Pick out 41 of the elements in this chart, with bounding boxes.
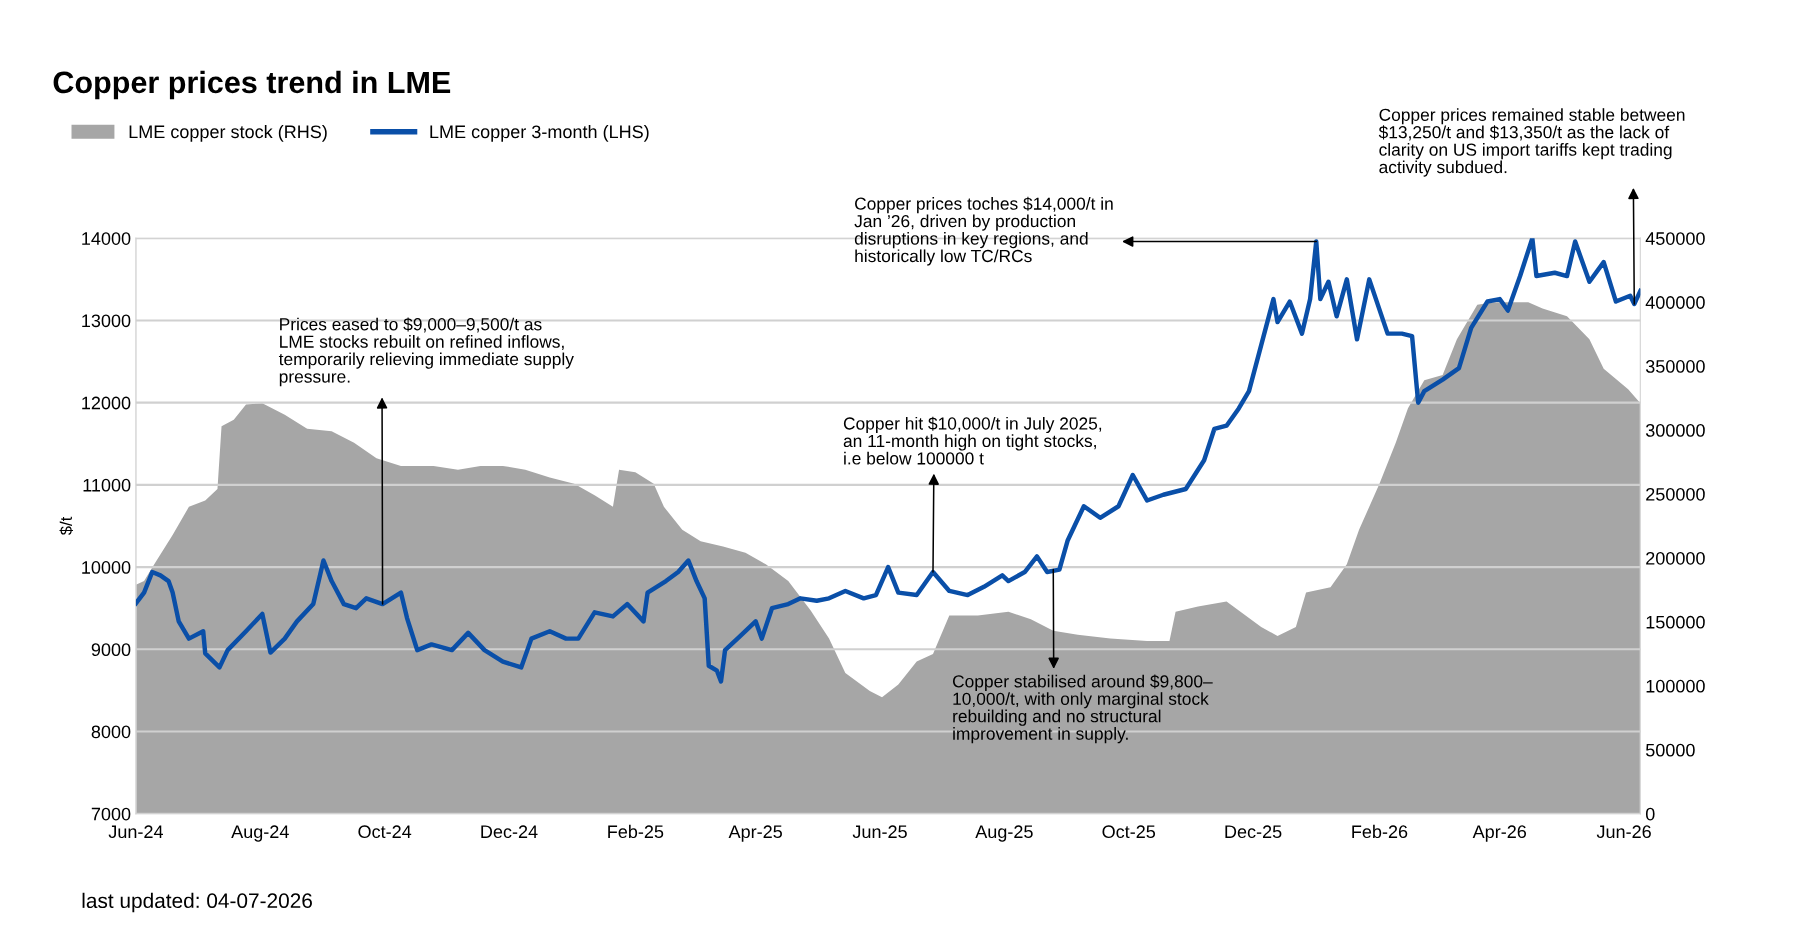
x-tick-label: Dec-24	[481, 825, 538, 839]
x-tick-label: Feb-26	[1352, 824, 1408, 839]
x-tick-label: Oct-25	[1102, 825, 1156, 839]
x-tick-label: Oct-24	[358, 825, 412, 839]
y-tick-label: 7000	[91, 807, 131, 821]
x-tick-label: Aug-24	[231, 825, 289, 842]
chart-title: Copper prices trend in LME	[53, 70, 451, 100]
annotation: Copper prices remained stable between $13,250/t and $13,350/t as the lack of clarity on US import tariffs kept trading activity subdued.	[1378, 108, 1685, 177]
x-tick-label: Dec-25	[1225, 825, 1282, 839]
y2-tick-label: 150000	[1646, 615, 1705, 629]
legend-label: LME copper 3-month (LHS)	[430, 124, 649, 142]
y2-tick-label: 50000	[1645, 743, 1695, 757]
legend-label: LME copper stock (RHS)	[129, 124, 327, 142]
x-tick-label: Apr-25	[728, 825, 782, 842]
y-tick-label: 9000	[91, 643, 131, 657]
annotation: Prices eased to $9,000–9,500/t as LME stocks rebuilt on refined inflows, temporarily relieving immediate supply pressure.	[278, 317, 574, 387]
annotation: Copper stabilised around $9,800– 10,000/t, with only marginal stock rebuilding and no structural improvement in supply.	[952, 674, 1213, 744]
y-tick-label: 8000	[91, 725, 131, 739]
y-tick-label: 14000	[82, 232, 131, 245]
y2-tick-label: 450000	[1645, 232, 1705, 245]
x-tick-label: Apr-26	[1472, 825, 1527, 842]
x-tick-label: Jun-26	[1596, 825, 1651, 839]
text: last updated: 04-07-2026	[82, 892, 312, 913]
y-tick-label: 13000	[82, 314, 131, 328]
y-tick-label: 12000	[82, 396, 131, 410]
annotation: Copper hit $10,000/t in July 2025, an 11-month high on tight stocks, i.e below 100000 t	[843, 416, 1102, 465]
y2-tick-label: 100000	[1646, 679, 1705, 693]
y-tick-label: 11000	[83, 478, 131, 492]
y2-tick-label: 250000	[1646, 487, 1705, 501]
y2-tick-label: 400000	[1645, 296, 1705, 309]
y2-tick-label: 200000	[1646, 551, 1705, 565]
y2-tick-label: 350000	[1645, 360, 1705, 373]
annotation: Copper prices toches $14,000/t in Jan ’26, driven by production disruptions in key regions, and historically low TC/RCs	[854, 196, 1113, 266]
y2-tick-label: 300000	[1645, 424, 1705, 437]
x-tick-label: Jun-24	[108, 825, 163, 839]
x-tick-label: Feb-25	[608, 824, 664, 839]
y2-tick-label: 0	[1645, 807, 1655, 821]
y-tick-label: 10000	[82, 561, 131, 574]
y-axis-title: $/t	[59, 516, 73, 536]
x-tick-label: Jun-25	[852, 825, 907, 839]
x-tick-label: Aug-25	[975, 825, 1033, 842]
